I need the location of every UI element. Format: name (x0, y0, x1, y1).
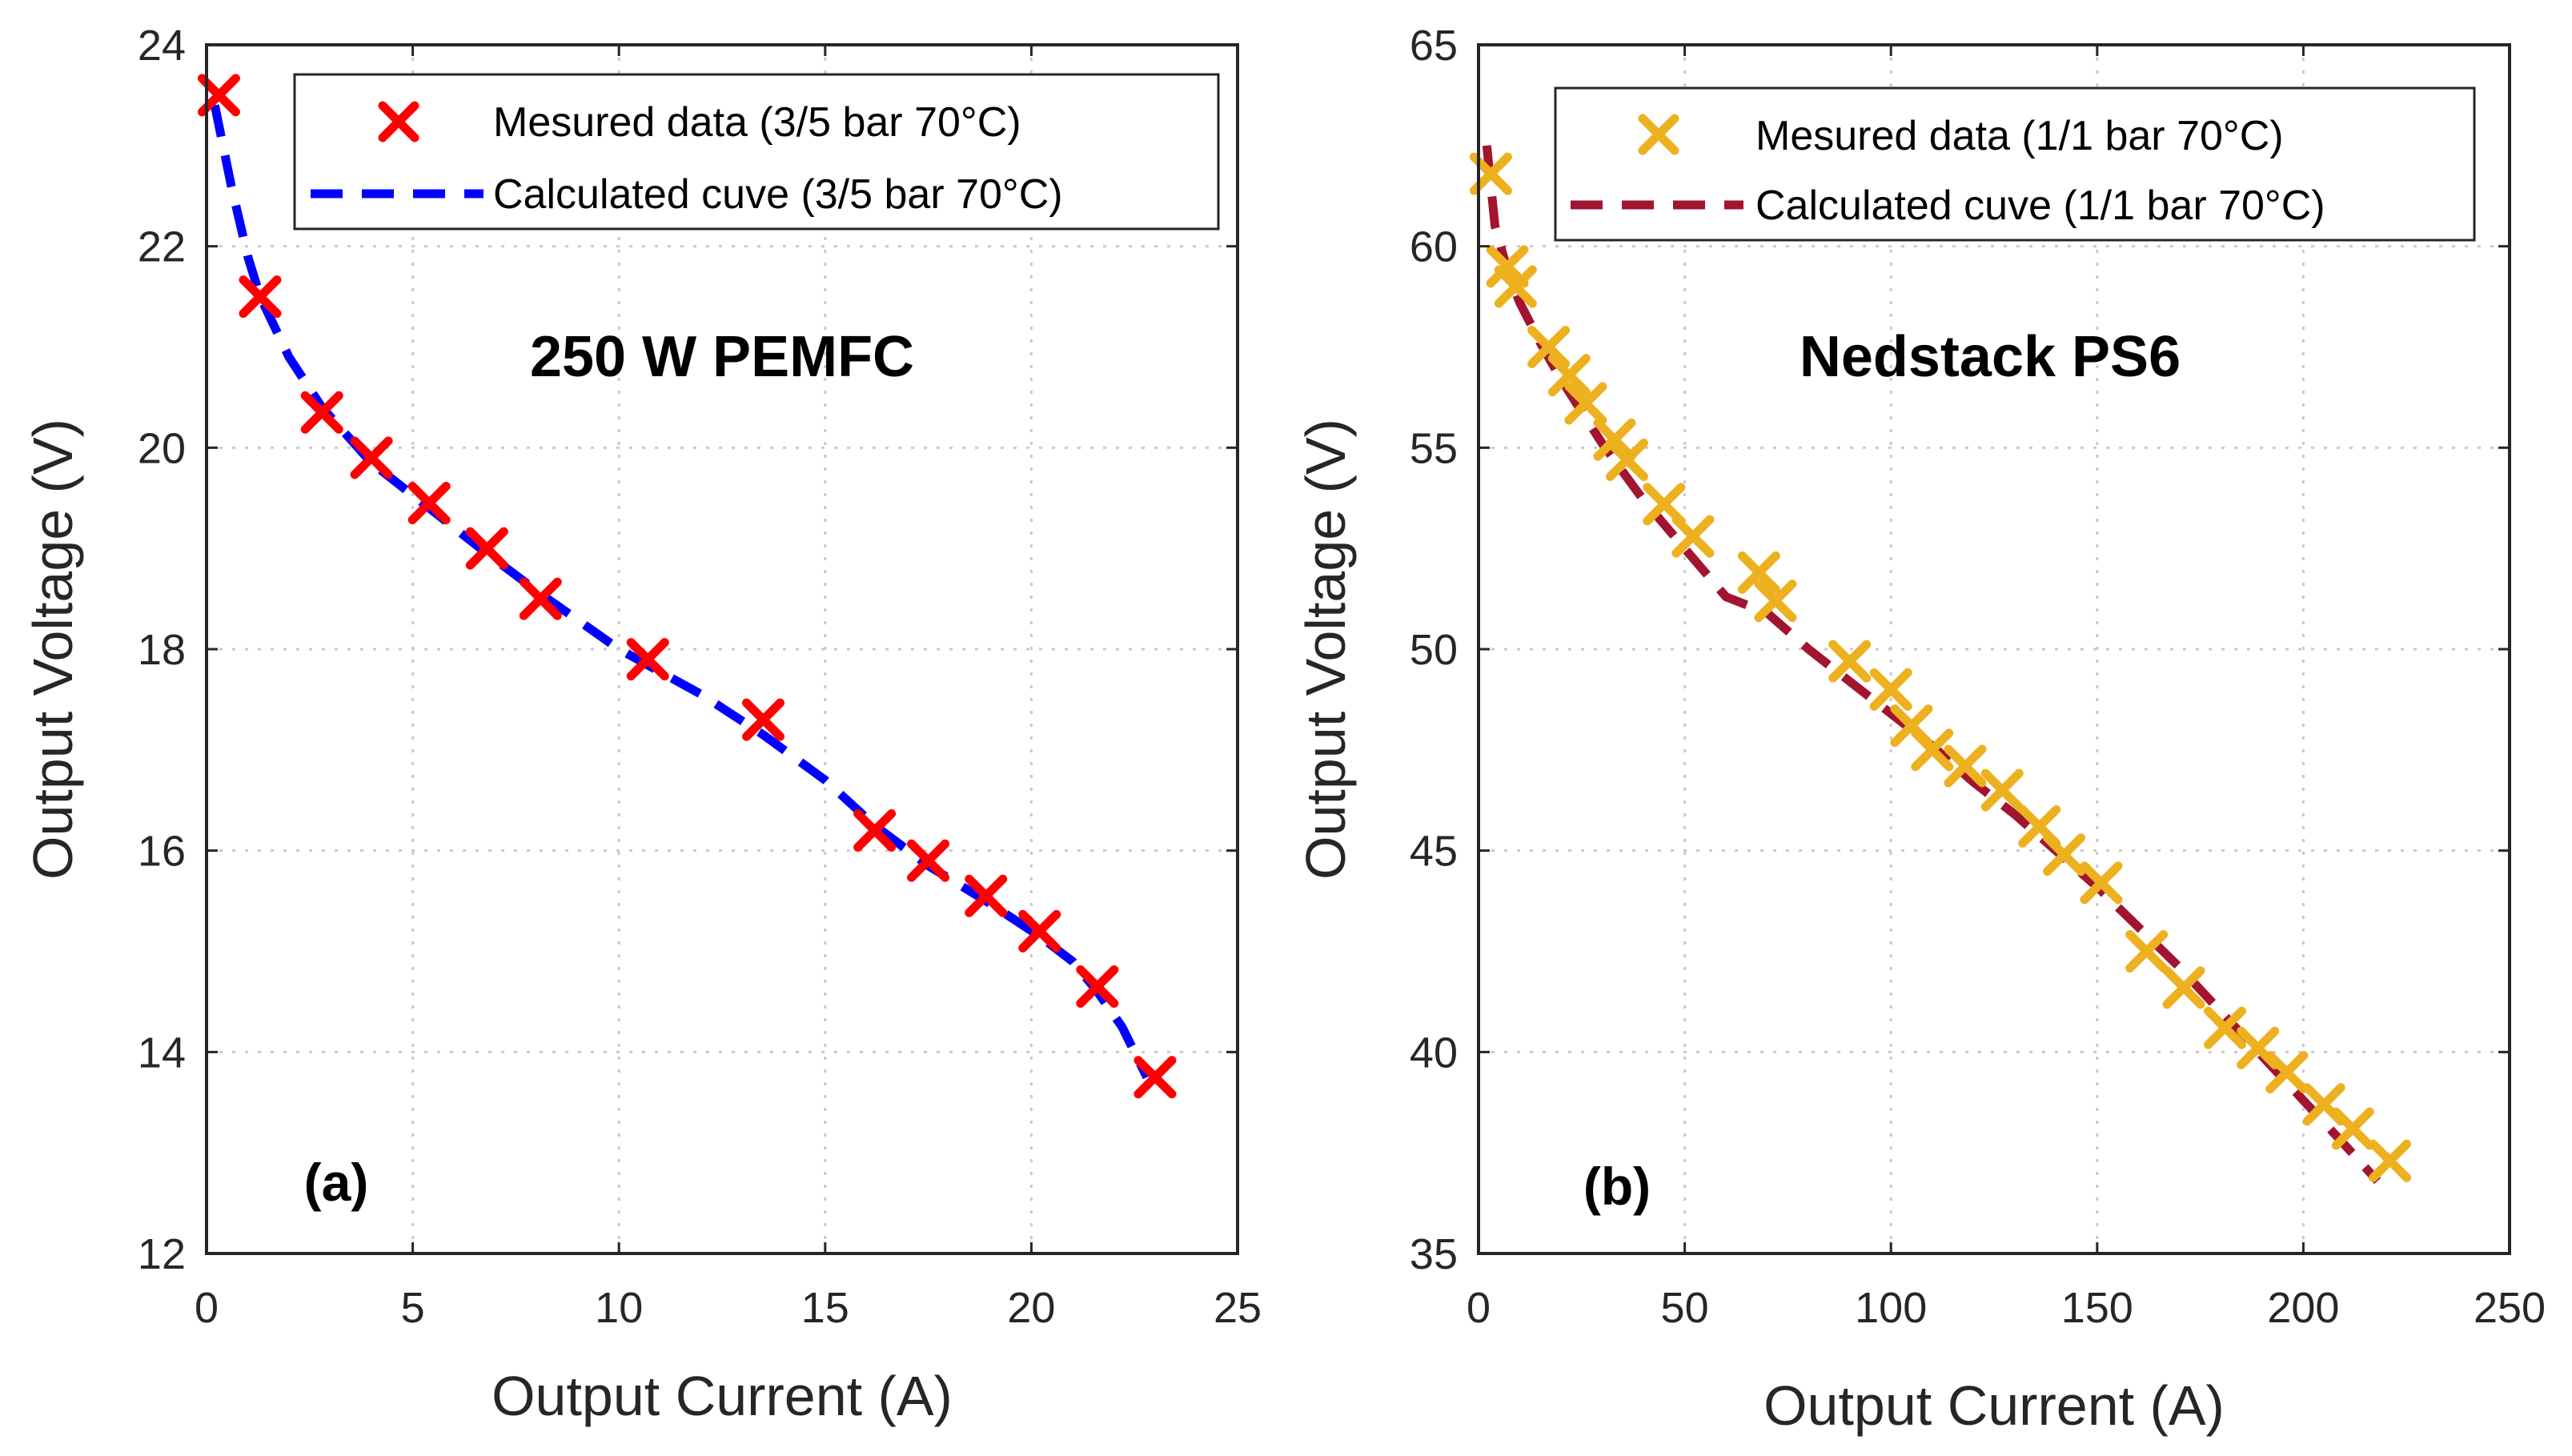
data-point-measured (1944, 744, 1987, 788)
data-point-measured (350, 436, 393, 479)
data-point-measured (1494, 265, 1537, 308)
data-point-measured (1593, 418, 1636, 461)
y-axis-label: Output Voltage (V) (1294, 419, 1357, 880)
data-point-measured (2080, 861, 2123, 904)
y-tick-label: 18 (138, 626, 186, 674)
data-point-measured (907, 839, 950, 882)
x-tick-label: 0 (1467, 1284, 1491, 1332)
chart-panel-b: 0 50 100 150 200 250 35 40 45 50 55 60 65 Output Cu… (1294, 22, 2546, 1437)
y-tick-label: 24 (138, 22, 186, 70)
chart-panel-a: 0 5 10 15 20 25 12 14 16 18 20 22 24 Output Current… (22, 22, 1262, 1427)
data-point-measured (2162, 966, 2205, 1009)
data-point-measured (1547, 354, 1591, 397)
data-point-measured (965, 874, 1008, 917)
data-point-measured (1134, 1056, 1177, 1099)
y-tick-label: 12 (138, 1230, 186, 1278)
data-point-measured (626, 638, 669, 681)
y-tick-label: 35 (1410, 1230, 1458, 1278)
x-tick-label: 100 (1855, 1284, 1927, 1332)
chart-title: Nedstack PS6 (1800, 325, 2181, 389)
data-point-measured (1018, 909, 1061, 953)
y-tick-label: 50 (1410, 626, 1458, 674)
legend-box (1554, 86, 2476, 242)
x-tick-label: 250 (2474, 1284, 2546, 1332)
legend-label-calculated: Calculated cuve (1/1 bar 70°C) (1755, 183, 2325, 229)
x-tick-label: 5 (401, 1284, 425, 1332)
x-tick-label: 0 (195, 1284, 219, 1332)
series-layer (1469, 145, 2412, 1185)
x-tick-label: 50 (1661, 1284, 1709, 1332)
legend-box (293, 73, 1220, 231)
y-axis-ticks: 35 40 45 50 55 60 65 (1410, 22, 2510, 1278)
data-point-measured (2331, 1107, 2374, 1150)
legend-label-calculated: Calculated cuve (3/5 bar 70°C) (493, 171, 1063, 218)
y-tick-label: 45 (1410, 828, 1458, 876)
legend: Mesured data (1/1 bar 70°C) Calculated c… (1554, 86, 2476, 242)
y-axis-label: Output Voltage (V) (22, 419, 84, 880)
data-point-measured (1605, 438, 1648, 481)
x-tick-label: 200 (2267, 1284, 2339, 1332)
y-tick-label: 55 (1410, 424, 1458, 472)
y-tick-label: 40 (1410, 1029, 1458, 1077)
data-point-measured (2125, 930, 2169, 973)
chart-title: 250 W PEMFC (530, 325, 914, 389)
y-tick-label: 20 (138, 424, 186, 472)
data-point-measured (1671, 515, 1715, 558)
data-point-measured (853, 809, 897, 852)
data-point-measured (300, 391, 343, 434)
data-point-measured (742, 698, 785, 741)
x-tick-label: 20 (1007, 1284, 1055, 1332)
panel-tag: (b) (1583, 1157, 1651, 1216)
x-axis-label: Output Current (A) (492, 1365, 953, 1427)
legend-marker-measured (378, 101, 419, 142)
x-axis-ticks: 0 50 100 150 200 250 (1467, 45, 2546, 1332)
x-axis-label: Output Current (A) (1763, 1374, 2225, 1437)
x-tick-label: 150 (2061, 1284, 2133, 1332)
legend-label-measured: Mesured data (3/5 bar 70°C) (493, 99, 1021, 146)
panel-tag: (a) (304, 1153, 369, 1212)
y-tick-label: 22 (138, 223, 186, 271)
legend-marker-measured (1638, 114, 1679, 155)
x-tick-label: 10 (595, 1284, 643, 1332)
data-point-measured (2204, 1006, 2247, 1049)
data-point-measured (1869, 668, 1912, 711)
legend-label-measured: Mesured data (1/1 bar 70°C) (1755, 113, 2284, 159)
data-point-measured (1527, 326, 1571, 368)
data-point-measured (1737, 551, 1780, 594)
data-point-measured (1911, 728, 1954, 772)
x-axis-ticks: 0 5 10 15 20 25 (195, 45, 1262, 1332)
data-point-measured (2043, 833, 2086, 876)
data-point-measured (2369, 1139, 2412, 1182)
data-point-measured (465, 527, 508, 570)
data-point-measured (1076, 965, 1119, 1009)
series-layer (197, 74, 1177, 1099)
grid-lines (1479, 45, 2510, 1253)
data-point-measured (239, 275, 282, 319)
x-tick-label: 25 (1214, 1284, 1262, 1332)
y-tick-label: 60 (1410, 223, 1458, 271)
data-point-measured (1828, 640, 1872, 683)
data-point-measured (519, 577, 562, 620)
data-point-measured (2265, 1051, 2309, 1093)
data-point-measured (407, 482, 451, 525)
data-point-measured (1754, 580, 1797, 623)
grid-lines (207, 45, 1238, 1253)
data-point-measured (1564, 382, 1607, 425)
y-tick-label: 14 (138, 1029, 186, 1077)
x-tick-label: 15 (801, 1284, 849, 1332)
y-tick-label: 65 (1410, 22, 1458, 70)
data-point-measured (1980, 768, 2024, 812)
legend: Mesured data (3/5 bar 70°C) Calculated c… (293, 73, 1220, 231)
y-tick-label: 16 (138, 828, 186, 876)
y-axis-ticks: 12 14 16 18 20 22 24 (138, 22, 1238, 1278)
